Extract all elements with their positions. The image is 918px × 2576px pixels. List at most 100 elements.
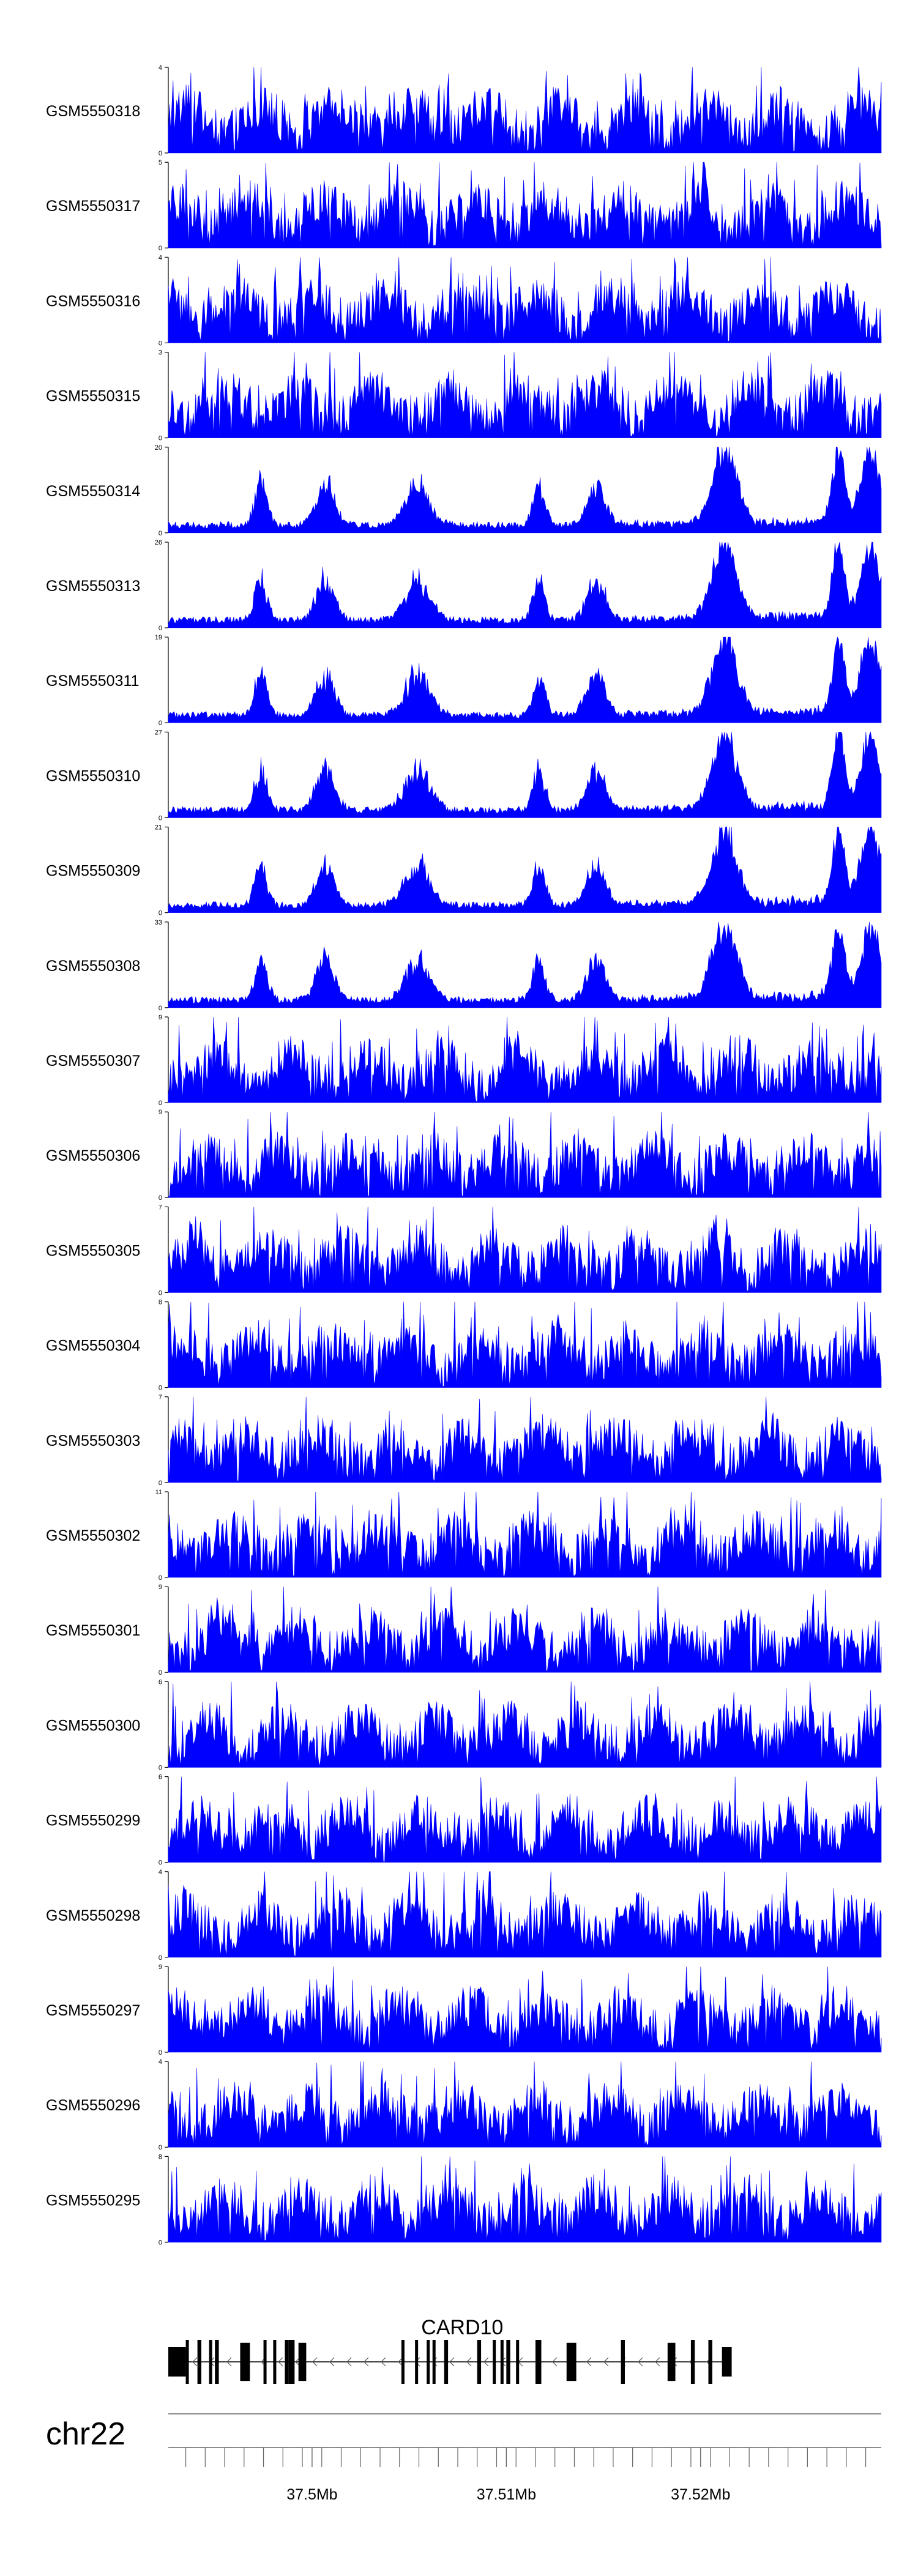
coverage-area [168, 1112, 882, 1198]
strand-arrow [603, 2357, 609, 2367]
track-label: GSM5550299 [46, 1812, 140, 1830]
y-tick-label-min: 0 [159, 1859, 162, 1867]
strand-arrow [638, 2357, 643, 2367]
track-label: GSM5550318 [46, 103, 140, 120]
y-tick-label-max: 9 [159, 1964, 162, 1971]
track-label: GSM5550303 [46, 1432, 140, 1450]
gene-exon [215, 2340, 219, 2384]
y-tick-label-max: 19 [155, 634, 162, 641]
strand-arrow [312, 2357, 318, 2367]
strand-arrow [655, 2357, 660, 2367]
coverage-area [168, 636, 882, 723]
y-tick-label-max: 6 [159, 1774, 162, 1781]
y-tick-label-max: 9 [159, 1014, 162, 1021]
genome-axis: chr22 37.5Mb 37.51Mb 37.52Mb [46, 2413, 881, 2503]
track-GSM5550298: GSM5550298 4 0 [46, 1869, 882, 1962]
track-GSM5550304: GSM5550304 8 0 [46, 1299, 882, 1392]
track-label: GSM5550316 [46, 292, 140, 310]
track-GSM5550317: GSM5550317 5 0 [46, 159, 882, 252]
coverage-area [168, 2156, 882, 2243]
track-label: GSM5550296 [46, 2097, 140, 2114]
y-tick-label-max: 33 [155, 919, 162, 926]
gene-exon [273, 2340, 277, 2384]
gene-exon [535, 2340, 542, 2384]
y-tick-label-max: 7 [159, 1394, 162, 1401]
gene-exon [432, 2340, 436, 2384]
gene-exon [209, 2340, 212, 2384]
track-label: GSM5550297 [46, 2002, 140, 2019]
y-tick-label-min: 0 [159, 1385, 162, 1392]
track-label: GSM5550298 [46, 1907, 140, 1924]
track-label: GSM5550310 [46, 767, 140, 784]
y-tick-label-max: 7 [159, 1204, 162, 1211]
track-GSM5550313: GSM5550313 26 0 [46, 539, 882, 632]
coverage-area [168, 1776, 882, 1863]
strand-arrow [586, 2357, 592, 2367]
y-tick-label-min: 0 [159, 910, 162, 917]
coverage-area [168, 542, 882, 628]
y-tick-label-min: 0 [159, 2049, 162, 2057]
track-GSM5550316: GSM5550316 4 0 [46, 254, 882, 347]
track-GSM5550309: GSM5550309 21 0 [46, 824, 882, 917]
gene-exon [444, 2340, 449, 2384]
x-tick-label: 37.52Mb [671, 2486, 730, 2503]
strand-arrow [295, 2357, 300, 2367]
track-GSM5550295: GSM5550295 8 0 [46, 2153, 882, 2246]
coverage-area [168, 731, 882, 818]
y-tick-label-min: 0 [159, 1764, 162, 1771]
y-tick-label-max: 20 [155, 444, 162, 452]
y-tick-label-min: 0 [159, 340, 162, 347]
gene-exon [722, 2347, 732, 2377]
gene-exon [500, 2340, 504, 2384]
y-tick-label-min: 0 [159, 2144, 162, 2151]
y-tick-label-max: 21 [155, 824, 162, 832]
track-GSM5550296: GSM5550296 4 0 [46, 2058, 882, 2151]
track-label: GSM5550309 [46, 863, 140, 880]
strand-arrow [346, 2357, 352, 2367]
y-tick-label-min: 0 [159, 530, 162, 537]
coverage-area [168, 1587, 882, 1673]
gene-exon [168, 2347, 186, 2377]
strand-arrow [466, 2357, 472, 2367]
track-GSM5550310: GSM5550310 27 0 [46, 729, 882, 822]
track-GSM5550318: GSM5550318 4 0 [46, 64, 882, 157]
y-tick-label-max: 8 [159, 2153, 162, 2161]
y-tick-label-max: 26 [155, 539, 162, 546]
strand-arrow [381, 2357, 386, 2367]
track-label: GSM5550307 [46, 1052, 140, 1070]
track-GSM5550306: GSM5550306 9 0 [46, 1109, 882, 1202]
y-tick-label-max: 6 [159, 1678, 162, 1686]
strand-arrow [278, 2357, 283, 2367]
coverage-area [168, 447, 882, 534]
y-tick-label-min: 0 [159, 1100, 162, 1107]
strand-arrow [398, 2357, 403, 2367]
strand-arrow [192, 2357, 198, 2367]
gene-exon [516, 2340, 520, 2384]
gene-exon [288, 2340, 295, 2384]
y-tick-label-min: 0 [159, 2239, 162, 2246]
y-tick-label-min: 0 [159, 814, 162, 822]
y-tick-label-max: 9 [159, 1584, 162, 1591]
track-label: GSM5550304 [46, 1338, 140, 1355]
y-tick-label-max: 4 [159, 1869, 162, 1876]
coverage-tracks: GSM555031840GSM555031750GSM555031640GSM5… [46, 64, 882, 2246]
coverage-area [168, 1681, 882, 1768]
gene-exon [493, 2340, 496, 2384]
y-tick-label-max: 5 [159, 159, 162, 166]
y-tick-label-max: 9 [159, 1109, 162, 1116]
x-tick-label: 37.51Mb [477, 2486, 536, 2503]
track-GSM5550307: GSM5550307 9 0 [46, 1014, 882, 1107]
track-GSM5550302: GSM5550302 11 0 [46, 1489, 882, 1582]
track-label: GSM5550308 [46, 958, 140, 975]
y-tick-label-max: 8 [159, 1299, 162, 1306]
track-label: GSM5550302 [46, 1527, 140, 1544]
gene-exon [566, 2342, 577, 2381]
coverage-area [168, 1207, 882, 1293]
chromosome-label: chr22 [46, 2416, 125, 2452]
track-GSM5550300: GSM5550300 6 0 [46, 1678, 882, 1771]
gene-exon [240, 2342, 250, 2381]
gene-exon [506, 2340, 510, 2384]
track-GSM5550308: GSM5550308 33 0 [46, 919, 882, 1012]
gene-exon [427, 2340, 430, 2384]
y-tick-label-min: 0 [159, 1669, 162, 1677]
